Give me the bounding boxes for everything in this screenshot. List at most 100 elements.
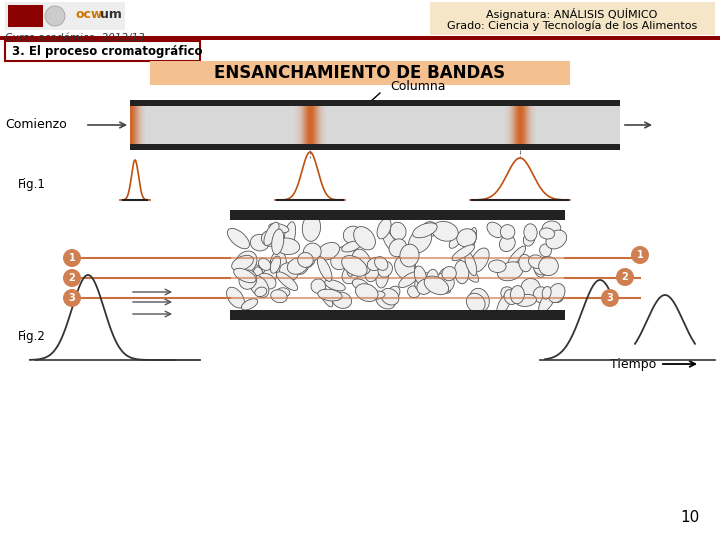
Bar [512, 106, 513, 144]
Ellipse shape [352, 249, 371, 275]
Bar [524, 106, 525, 144]
Ellipse shape [471, 248, 489, 272]
Bar [508, 106, 509, 144]
Bar [144, 106, 145, 144]
Bar [230, 210, 565, 220]
Ellipse shape [239, 270, 257, 289]
Ellipse shape [332, 292, 351, 308]
Ellipse shape [389, 239, 407, 256]
Ellipse shape [405, 258, 415, 272]
Ellipse shape [232, 255, 253, 271]
Text: 1: 1 [636, 250, 644, 260]
Ellipse shape [508, 246, 526, 266]
Ellipse shape [534, 257, 556, 275]
Ellipse shape [227, 287, 244, 308]
Bar [306, 106, 307, 144]
Ellipse shape [235, 251, 257, 274]
Ellipse shape [498, 262, 523, 281]
Ellipse shape [377, 218, 391, 239]
Circle shape [63, 249, 81, 267]
Circle shape [631, 246, 649, 264]
Ellipse shape [228, 228, 249, 249]
Bar [535, 106, 536, 144]
Bar [516, 106, 517, 144]
Ellipse shape [504, 289, 518, 305]
Bar [523, 106, 524, 144]
Ellipse shape [423, 221, 438, 237]
Ellipse shape [251, 234, 269, 251]
Bar [5, 41, 200, 61]
Text: Tiempo: Tiempo [610, 358, 656, 371]
Bar [504, 106, 505, 144]
Ellipse shape [311, 279, 325, 293]
Bar [142, 106, 143, 144]
Ellipse shape [253, 267, 264, 286]
Ellipse shape [500, 235, 516, 252]
Ellipse shape [528, 255, 544, 268]
Ellipse shape [297, 253, 313, 267]
Circle shape [45, 6, 65, 26]
Ellipse shape [264, 222, 279, 246]
Ellipse shape [381, 288, 399, 305]
Ellipse shape [376, 292, 395, 309]
Bar [308, 106, 309, 144]
Ellipse shape [234, 268, 256, 283]
Ellipse shape [467, 227, 477, 251]
Bar [506, 106, 507, 144]
Ellipse shape [464, 252, 477, 276]
Text: 3: 3 [68, 293, 76, 303]
Bar [319, 106, 320, 144]
Ellipse shape [303, 243, 321, 261]
Ellipse shape [400, 244, 419, 267]
Text: 2: 2 [68, 273, 76, 283]
Bar [304, 106, 305, 144]
Ellipse shape [325, 280, 346, 291]
Bar [134, 106, 135, 144]
Ellipse shape [546, 230, 567, 249]
Ellipse shape [548, 284, 565, 302]
Ellipse shape [539, 256, 558, 275]
Ellipse shape [250, 265, 265, 288]
Ellipse shape [342, 266, 359, 284]
Bar [533, 106, 534, 144]
Bar [310, 106, 311, 144]
Bar [529, 106, 530, 144]
Text: Fig.1: Fig.1 [18, 178, 46, 191]
Bar [522, 106, 523, 144]
Ellipse shape [519, 254, 531, 272]
Ellipse shape [432, 221, 458, 241]
Bar [140, 106, 141, 144]
Ellipse shape [449, 233, 462, 248]
Bar [301, 106, 302, 144]
Bar [521, 106, 522, 144]
Ellipse shape [284, 222, 296, 248]
Ellipse shape [300, 251, 315, 267]
Ellipse shape [342, 255, 367, 276]
Text: ocw: ocw [75, 8, 102, 21]
Text: 3: 3 [607, 293, 613, 303]
Bar [139, 106, 140, 144]
Bar [138, 106, 139, 144]
Bar [510, 106, 511, 144]
Bar [505, 106, 506, 144]
Ellipse shape [378, 262, 392, 277]
Bar [515, 106, 516, 144]
Ellipse shape [261, 231, 279, 246]
Bar [513, 106, 514, 144]
Bar [137, 106, 138, 144]
Text: um: um [100, 8, 122, 21]
Ellipse shape [277, 288, 290, 296]
Ellipse shape [469, 288, 490, 312]
Bar [531, 106, 532, 144]
Ellipse shape [318, 256, 332, 281]
Ellipse shape [294, 257, 309, 274]
Ellipse shape [352, 279, 369, 291]
Bar [323, 106, 324, 144]
Ellipse shape [429, 278, 451, 293]
Ellipse shape [374, 256, 388, 271]
Bar [145, 106, 146, 144]
Ellipse shape [395, 256, 415, 280]
Bar [430, 2, 715, 35]
Ellipse shape [318, 242, 340, 260]
Ellipse shape [500, 225, 515, 239]
